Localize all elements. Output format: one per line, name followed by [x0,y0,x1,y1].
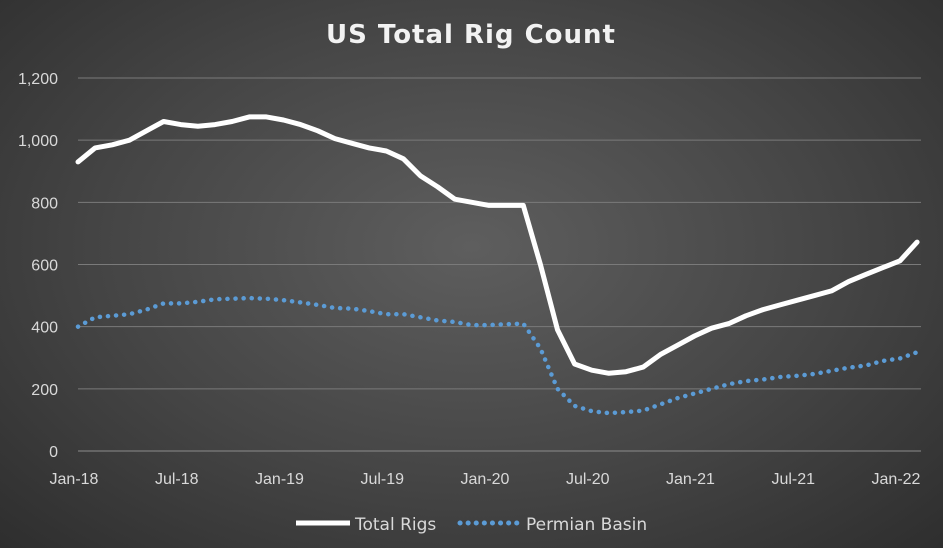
y-tick-label: 1,000 [18,133,58,150]
y-tick-label: 200 [31,382,58,399]
legend: Total Rigs Permian Basin [296,515,647,535]
y-tick-label: 0 [49,444,58,461]
x-tick-label: Jul-21 [771,471,815,488]
x-tick-label: Jan-22 [872,471,921,488]
legend-label-permian-basin: Permian Basin [526,515,647,535]
chart-title: US Total Rig Count [326,20,616,50]
gridlines [78,77,921,452]
x-tick-label: Jan-20 [461,471,510,488]
y-axis: 0 200 400 600 800 1,000 1,200 [18,71,58,461]
y-tick-label: 800 [31,195,58,212]
y-tick-label: 400 [31,320,58,337]
x-tick-label: Jul-18 [155,471,199,488]
series-line-permian-basin [75,295,920,416]
x-tick-label: Jul-19 [360,471,404,488]
y-tick-label: 600 [31,258,58,275]
y-tick-label: 1,200 [18,71,58,88]
x-tick-label: Jan-19 [255,471,304,488]
plot-area [75,114,920,416]
x-tick-label: Jan-21 [666,471,715,488]
series-line-total-rigs [75,114,920,376]
legend-label-total-rigs: Total Rigs [354,515,436,535]
x-tick-label: Jul-20 [566,471,610,488]
x-tick-label: Jan-18 [50,471,99,488]
x-axis: Jan-18 Jul-18 Jan-19 Jul-19 Jan-20 Jul-20 Jan-… [50,471,921,488]
